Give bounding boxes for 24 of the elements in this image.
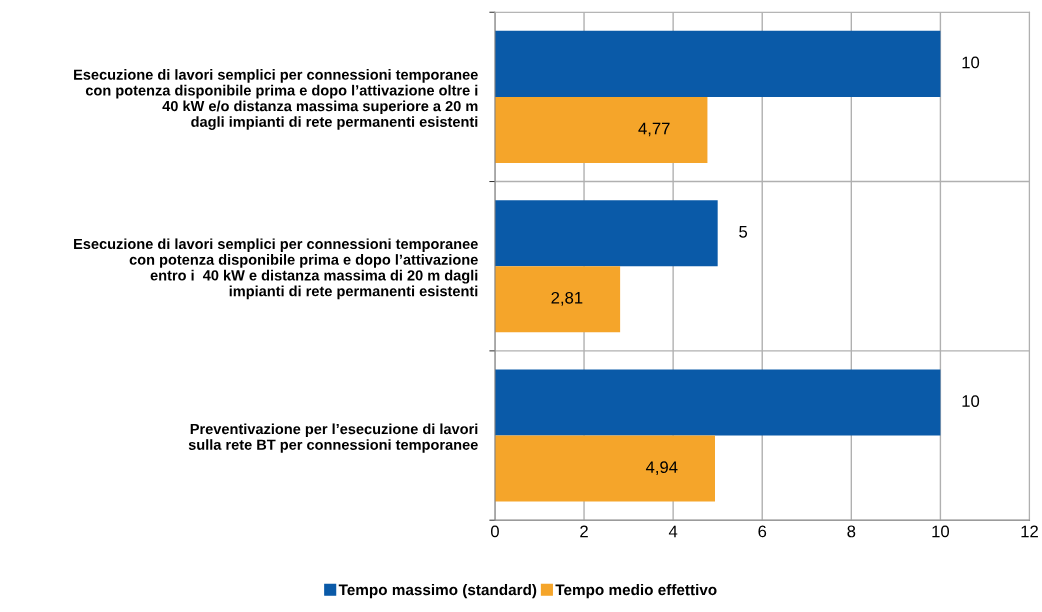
bar	[494, 435, 715, 502]
y-tick-label: Preventivazione per l’esecuzione di lavori sulla rete BT per connessioni temporanee	[188, 423, 478, 453]
bar	[494, 30, 941, 97]
data-label: 2,81	[551, 291, 583, 306]
data-label: 10	[962, 56, 980, 69]
bar	[494, 200, 718, 267]
data-label: 4,77	[638, 122, 670, 137]
x-tick-label: 0	[490, 525, 499, 538]
bar	[494, 369, 941, 436]
y-tick-label: Esecuzione di lavori semplici per connessioni temporanee con potenza disponibile prima e dopo l’attivazione oltre i 40 kW e/o distanza massima superiore a 20 m dagli impianti di rete permanenti esistenti	[74, 69, 478, 130]
legend-label: Tempo massimo (standard)	[338, 584, 537, 599]
data-label: 4,94	[645, 461, 678, 475]
x-tick-label: 4	[668, 525, 678, 538]
x-tick-label: 10	[932, 525, 950, 538]
legend-label: Tempo medio effettivo	[555, 584, 717, 599]
data-label: 10	[962, 395, 980, 407]
bar	[494, 266, 621, 333]
x-tick-label: 12	[1021, 525, 1038, 538]
x-tick-label: 6	[758, 525, 767, 538]
x-tick-label: 8	[847, 525, 856, 538]
x-tick-label: 2	[580, 525, 588, 538]
y-tick-label: Esecuzione di lavori semplici per connessioni temporanee con potenza disponibile prima e dopo l’attivazione entro i 40 kW e distanza massima di 20 m dagli impianti di rete permanenti esistenti	[74, 238, 478, 300]
data-label: 5	[739, 226, 748, 238]
bar	[494, 96, 708, 163]
